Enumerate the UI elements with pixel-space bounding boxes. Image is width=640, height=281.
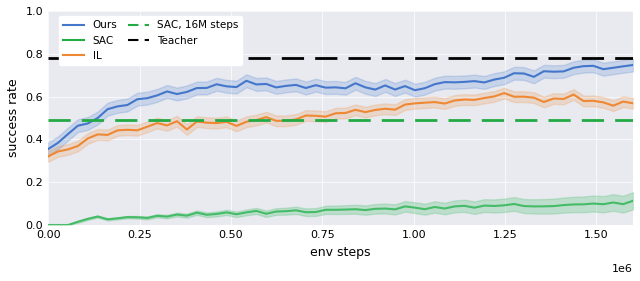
Y-axis label: success rate: success rate: [7, 79, 20, 157]
Text: 1e6: 1e6: [612, 264, 633, 274]
X-axis label: env steps: env steps: [310, 246, 371, 259]
Legend: Ours, SAC, IL, SAC, 16M steps, Teacher: Ours, SAC, IL, SAC, 16M steps, Teacher: [59, 16, 243, 65]
